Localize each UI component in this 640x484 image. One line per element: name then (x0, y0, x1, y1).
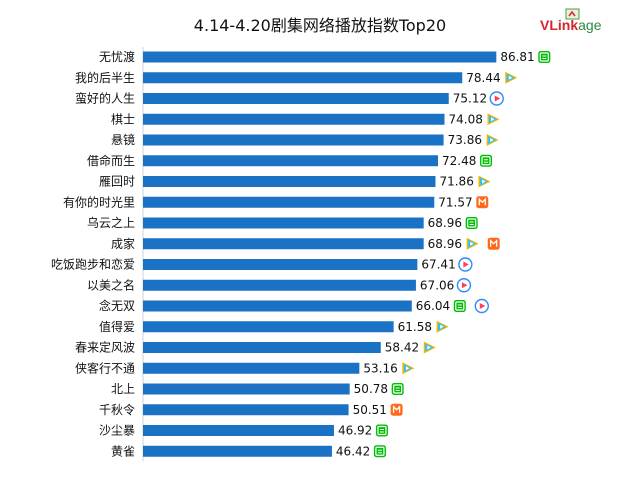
vlinkage-logo: VLinkage (540, 8, 630, 38)
value-label: 58.42 (385, 341, 419, 355)
mgtv-icon (487, 237, 500, 250)
category-label: 春来定风波 (75, 340, 135, 355)
category-label: 借命而生 (87, 153, 135, 168)
category-label: 值得爱 (99, 319, 135, 334)
value-label: 46.92 (338, 424, 372, 438)
value-label: 50.78 (354, 382, 388, 396)
tencent-video-icon (505, 71, 518, 84)
bar (143, 155, 438, 167)
bar (143, 176, 436, 187)
tencent-video-icon (423, 341, 436, 354)
value-label: 50.51 (353, 403, 387, 417)
tencent-video-icon (487, 113, 500, 126)
category-label: 我的后半生 (75, 70, 135, 85)
bar (143, 72, 463, 84)
bar (143, 300, 412, 312)
value-label: 68.96 (428, 216, 462, 230)
iqiyi-icon (538, 51, 551, 63)
iqiyi-icon (375, 424, 388, 437)
bar (143, 321, 394, 333)
category-label: 吃饭跑步和恋爱 (51, 257, 135, 272)
iqiyi-icon (453, 300, 466, 312)
bar (143, 425, 334, 436)
tencent-video-icon (466, 237, 479, 250)
bar (143, 383, 350, 395)
category-label: 以美之名 (87, 277, 135, 292)
youku-icon (489, 91, 504, 106)
bar (143, 259, 418, 270)
category-label: 有你的时光里 (63, 194, 135, 209)
value-label: 73.86 (448, 133, 482, 147)
category-label: 悬镜 (111, 132, 135, 147)
youku-icon (456, 278, 472, 293)
value-label: 78.44 (466, 71, 500, 85)
bar (143, 445, 332, 457)
category-label: 雁回时 (99, 175, 135, 189)
bar (143, 342, 381, 353)
bar (143, 217, 424, 229)
value-label: 68.96 (428, 237, 462, 251)
tencent-video-icon (436, 320, 449, 333)
youku-icon (458, 257, 473, 272)
iqiyi-icon (373, 445, 386, 458)
bar (143, 196, 435, 208)
value-label: 61.58 (398, 320, 432, 334)
category-label: 千秋令 (99, 402, 135, 417)
bar (143, 113, 445, 125)
value-label: 67.06 (420, 278, 454, 292)
value-label: 53.16 (363, 361, 397, 375)
category-label: 蛮好的人生 (75, 91, 135, 106)
value-label: 71.57 (438, 195, 472, 209)
value-label: 71.86 (439, 175, 473, 189)
bar (143, 134, 444, 146)
tencent-video-icon (478, 175, 491, 188)
value-label: 86.81 (500, 50, 534, 64)
tencent-video-icon (486, 134, 499, 146)
chart-title: 4.14-4.20剧集网络播放指数Top20 (193, 16, 447, 35)
youku-icon (474, 298, 489, 314)
category-label: 无忧渡 (99, 49, 135, 64)
mgtv-icon (476, 196, 489, 209)
iqiyi-icon (465, 217, 478, 229)
value-label: 72.48 (442, 154, 476, 168)
category-label: 黄雀 (111, 444, 135, 458)
value-label: 74.08 (449, 112, 483, 126)
bar (143, 279, 416, 291)
category-label: 乌云之上 (87, 215, 135, 230)
category-label: 沙尘暴 (99, 424, 135, 438)
iqiyi-icon (391, 383, 404, 395)
bar (143, 362, 360, 374)
logo-text: VLinkage (540, 17, 602, 33)
tencent-video-icon (402, 362, 415, 375)
value-label: 75.12 (453, 92, 487, 106)
value-label: 67.41 (421, 258, 455, 272)
value-label: 46.42 (336, 444, 370, 458)
bar (143, 404, 349, 416)
mgtv-icon (390, 403, 403, 416)
bar (143, 51, 497, 63)
category-label: 北上 (111, 382, 135, 396)
bar (143, 238, 424, 250)
logo-mark-icon (565, 8, 580, 20)
category-label: 念无双 (99, 298, 135, 313)
category-label: 棋士 (111, 112, 135, 126)
value-label: 66.04 (416, 299, 450, 313)
iqiyi-icon (479, 154, 492, 167)
category-label: 成家 (111, 236, 135, 251)
category-label: 侠客行不通 (75, 360, 135, 375)
bar (143, 93, 449, 104)
